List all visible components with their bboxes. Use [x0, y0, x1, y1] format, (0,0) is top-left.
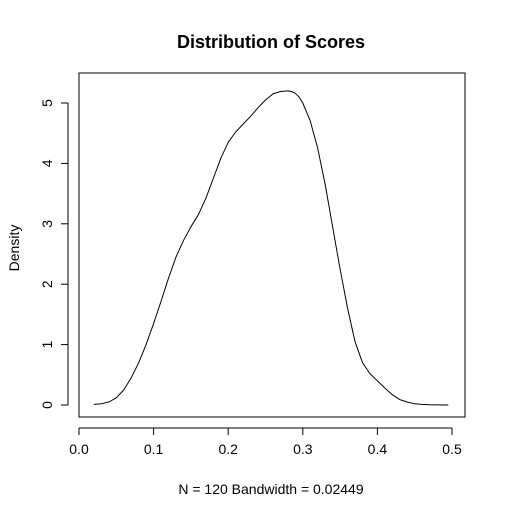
y-tick-label: 5 — [39, 99, 55, 107]
x-axis: 0.0 0.1 0.2 0.3 0.4 0.5 — [69, 427, 462, 457]
y-axis-label: Density — [6, 225, 22, 272]
y-tick-label: 1 — [39, 340, 55, 348]
x-tick-label: 0.0 — [69, 441, 89, 457]
x-tick-label: 0.3 — [293, 441, 313, 457]
plot-frame — [78, 72, 466, 418]
x-tick-label: 0.1 — [144, 441, 164, 457]
y-tick-label: 2 — [39, 280, 55, 288]
x-axis-label: N = 120 Bandwidth = 0.02449 — [178, 481, 363, 497]
y-tick-label: 3 — [39, 220, 55, 228]
chart-title: Distribution of Scores — [177, 32, 365, 52]
density-line — [93, 90, 449, 406]
y-axis: 0 1 2 3 4 5 — [39, 99, 69, 409]
y-tick-label: 4 — [39, 159, 55, 167]
x-tick-label: 0.5 — [442, 441, 462, 457]
x-tick-label: 0.2 — [218, 441, 238, 457]
plot-area — [93, 90, 449, 406]
x-tick-label: 0.4 — [368, 441, 388, 457]
y-tick-label: 0 — [39, 401, 55, 409]
